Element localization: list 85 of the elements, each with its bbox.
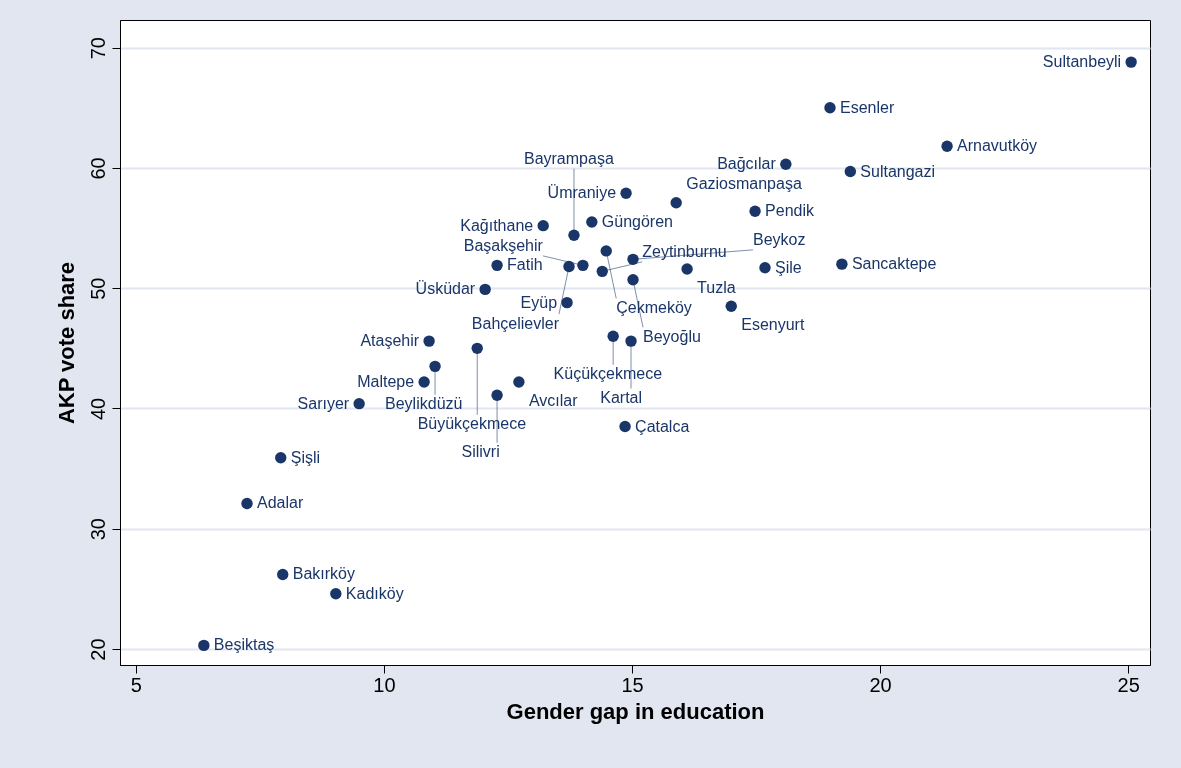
annotation: Beylikdüzü: [385, 395, 463, 413]
annotation: Güngören: [601, 213, 674, 231]
point: [619, 420, 631, 433]
annotation: Beyoğlu: [643, 327, 701, 345]
point: [725, 300, 737, 312]
point: [836, 258, 848, 270]
annotation: Başakşehir: [463, 237, 544, 255]
annotation: Üsküdar: [415, 280, 476, 298]
point: [330, 587, 342, 600]
y-tick-label: 60: [86, 157, 109, 180]
point: [353, 397, 365, 410]
x-tick-label: 10: [373, 673, 396, 696]
point: [596, 265, 608, 278]
annotation: Silivri: [461, 443, 500, 461]
annotation: Avcılar: [528, 392, 579, 410]
annotation: Tuzla: [697, 278, 736, 296]
x-tick-label: 5: [130, 673, 142, 696]
point: [600, 245, 612, 257]
point: [513, 376, 525, 388]
annotation: Eyüp: [520, 293, 558, 311]
annotation: Sultangazi: [860, 162, 936, 180]
point: [759, 262, 771, 274]
point: [277, 568, 289, 581]
annotation: Çatalca: [635, 417, 690, 435]
annotation: Sultanbeyli: [1042, 53, 1122, 71]
point: [620, 187, 632, 199]
point: [627, 274, 639, 286]
annotation: Esenyurt: [741, 316, 805, 334]
point: [471, 342, 483, 355]
point: [844, 165, 857, 178]
point: [586, 216, 598, 228]
point: [607, 330, 619, 342]
annotation: Zeytinburnu: [642, 243, 727, 261]
annotation: Bağcılar: [717, 155, 777, 173]
annotation: Çekmeköy: [616, 298, 692, 316]
annotation: Kadıköy: [345, 584, 404, 602]
annotation: Kartal: [600, 389, 643, 407]
annotation: Adalar: [257, 494, 304, 512]
x-tick-label: 25: [1117, 673, 1140, 696]
point: [577, 259, 589, 272]
point: [241, 497, 253, 510]
point: [681, 263, 693, 275]
y-tick-label: 40: [86, 397, 109, 421]
annotation: Beşiktaş: [213, 636, 275, 654]
x-axis-title: Gender gap in education: [506, 698, 765, 724]
point: [670, 197, 682, 209]
annotation: Bakırköy: [292, 565, 355, 583]
point: [780, 158, 792, 171]
annotation: Beykoz: [753, 231, 806, 249]
point: [561, 296, 573, 309]
annotation: Gaziosmanpaşa: [686, 174, 802, 192]
y-tick-label: 50: [86, 277, 109, 300]
point: [1125, 56, 1137, 68]
annotation: Bayrampaşa: [523, 150, 614, 168]
x-tick-label: 20: [869, 673, 892, 696]
annotation: Fatih: [507, 256, 543, 274]
annotation: Büyükçekmece: [417, 415, 527, 433]
x-tick-label: 15: [621, 673, 644, 696]
annotation: Kağıthane: [460, 216, 534, 234]
annotation: Sancaktepe: [851, 255, 937, 273]
annotation: Şişli: [290, 448, 321, 466]
annotation: Ümraniye: [547, 184, 617, 202]
annotation: Bahçelievler: [471, 314, 560, 332]
y-axis-title: AKP vote share: [53, 261, 79, 425]
point: [749, 205, 761, 217]
point: [418, 376, 430, 388]
point: [479, 283, 491, 296]
y-tick-label: 70: [86, 37, 109, 60]
annotation: Arnavutköy: [957, 137, 1038, 155]
annotation: Pendik: [765, 202, 815, 220]
annotation: Şile: [774, 258, 802, 276]
point: [491, 259, 503, 272]
y-tick-label: 20: [86, 638, 109, 661]
annotation: Ataşehir: [360, 332, 420, 350]
annotation: Maltepe: [357, 373, 415, 391]
point: [198, 639, 210, 652]
point: [941, 140, 953, 152]
annotation: Esenler: [839, 98, 895, 116]
point: [275, 452, 287, 464]
annotation: Küçükçekmece: [553, 365, 663, 383]
annotation: Sarıyer: [297, 394, 350, 412]
point: [824, 102, 836, 114]
point: [423, 335, 435, 347]
point: [537, 219, 549, 232]
y-tick-label: 30: [86, 518, 109, 541]
